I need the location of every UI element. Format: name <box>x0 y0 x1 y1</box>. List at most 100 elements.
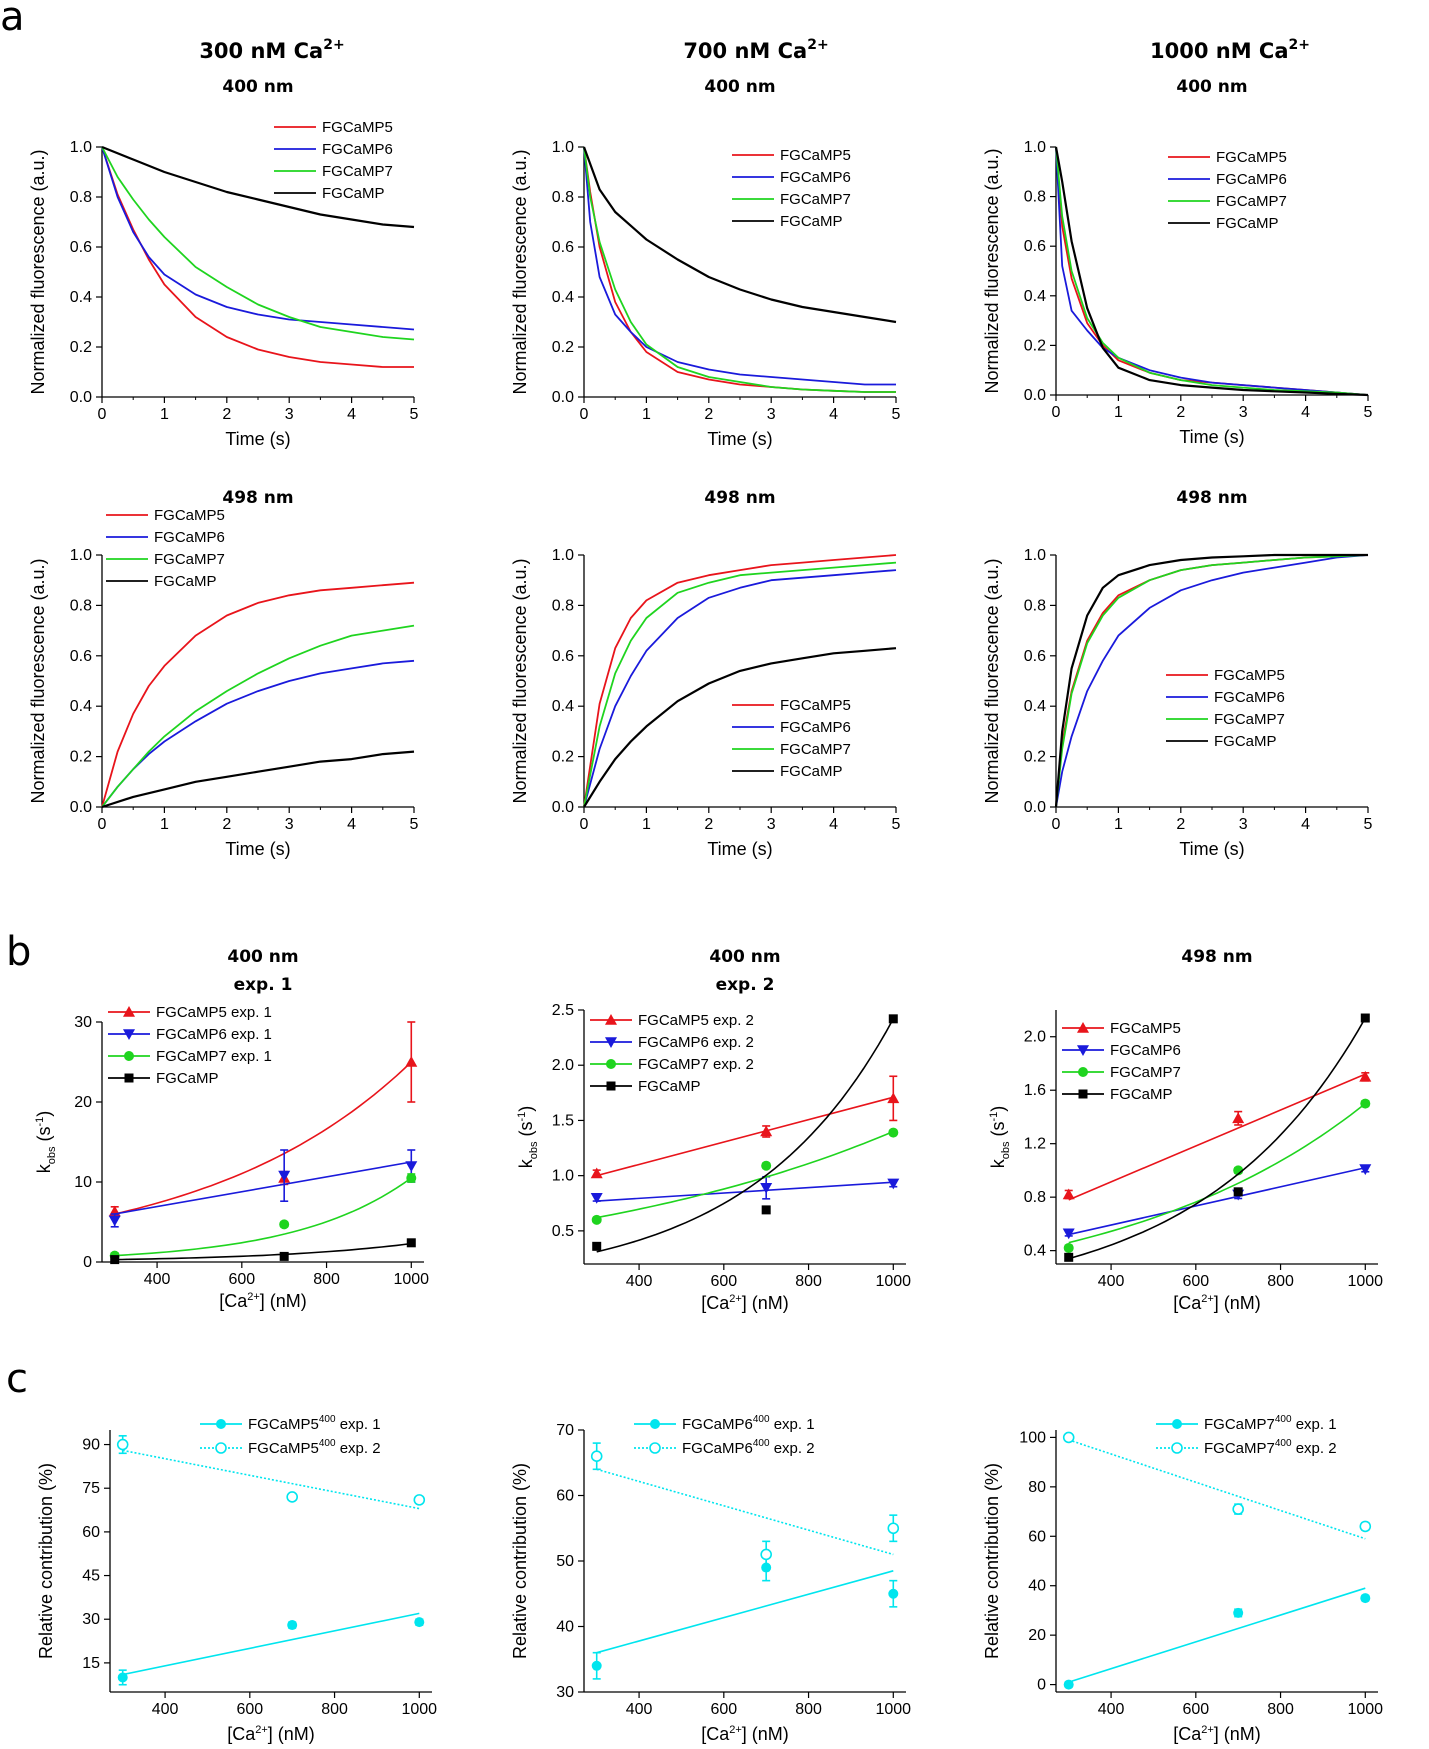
x-axis-label: [Ca2+] (nM) <box>701 1724 789 1744</box>
series-line <box>583 561 897 808</box>
chart-a3: 400 nm 0 1 2 3 4 5 0.0 0.2 0.4 0.6 0.8 1.0 Time (s) No… <box>982 77 1373 447</box>
series-fgcamp6-exp-1 <box>591 1553 899 1680</box>
legend-label: FGCaMP6 <box>780 169 851 186</box>
series-fgcamp <box>1054 553 1368 808</box>
y-tick-label: 0.4 <box>70 289 92 306</box>
x-tick-label: 0 <box>1052 816 1061 833</box>
y-tick-label: 0 <box>1037 1677 1046 1694</box>
y-tick-label: 75 <box>82 1480 100 1497</box>
x-tick-label: 3 <box>285 406 294 423</box>
legend-label: FGCaMP <box>1214 733 1277 750</box>
series-fgcamp5-exp-2 <box>116 1435 426 1510</box>
legend-label: FGCaMP6 <box>1216 171 1287 188</box>
y-tick-label: 20 <box>1028 1627 1046 1644</box>
data-point <box>591 1214 602 1225</box>
fit-line <box>596 1096 894 1177</box>
y-tick-label: 0.6 <box>1024 648 1046 665</box>
y-axis-label: Normalized fluorescence (a.u.) <box>510 149 530 394</box>
x-tick-label: 400 <box>1098 1273 1125 1290</box>
y-tick-label: 100 <box>1019 1429 1046 1446</box>
chart-b1: 400 nm exp. 1 400 600 800 1000 0 10 20 30 [Ca2+] (… <box>34 947 429 1311</box>
x-tick-label: 3 <box>285 816 294 833</box>
y-tick-label: 0.4 <box>1024 1243 1046 1260</box>
legend-label: FGCaMP6 <box>780 719 851 736</box>
chart-subtitle: exp. 1 <box>234 975 293 995</box>
x-tick-label: 600 <box>228 1271 255 1288</box>
legend-label: FGCaMP <box>780 763 843 780</box>
y-tick-label: 0.0 <box>70 389 92 406</box>
x-tick-label: 800 <box>795 1273 822 1290</box>
fit-line <box>1068 1017 1366 1260</box>
chart-title: 498 nm <box>1176 488 1247 508</box>
series-fgcamp7 <box>101 146 415 341</box>
y-tick-label: 1.0 <box>552 139 574 156</box>
series-fgcamp <box>1054 146 1369 397</box>
x-tick-label: 400 <box>144 1271 171 1288</box>
legend-marker <box>215 1442 227 1454</box>
x-axis-label: Time (s) <box>1179 839 1244 859</box>
y-tick-label: 2.0 <box>552 1057 574 1074</box>
series-fgcamp5-exp-1 <box>117 1612 425 1686</box>
x-tick-label: 2 <box>704 406 713 423</box>
series-line <box>1054 146 1369 397</box>
x-tick-label: 5 <box>410 406 419 423</box>
series-line <box>583 569 897 808</box>
data-point <box>286 1491 298 1503</box>
chart-c1: 400 600 800 1000 15 30 45 60 75 90 [Ca2+] (nM) Rela… <box>36 1414 437 1744</box>
series-line <box>582 146 897 324</box>
y-axis-label: kobs (s-1) <box>988 1106 1012 1169</box>
y-tick-label: 0.8 <box>552 597 574 614</box>
series-fgcamp5-exp-1 <box>108 1021 418 1218</box>
x-tick-label: 600 <box>710 1701 737 1718</box>
fit-line <box>1068 1073 1366 1201</box>
y-tick-label: 0.2 <box>1024 749 1046 766</box>
series-fgcamp <box>101 750 415 809</box>
data-point <box>887 1522 900 1535</box>
legend-marker <box>650 1419 660 1429</box>
legend-label: FGCaMP7 exp. 2 <box>638 1056 754 1073</box>
chart-subtitle: exp. 2 <box>716 975 775 995</box>
series-fgcamp <box>1064 1013 1370 1262</box>
legend: FGCaMP5 FGCaMP6 FGCaMP7 FGCaMP <box>106 507 225 590</box>
x-tick-label: 3 <box>1239 816 1248 833</box>
series-line <box>1055 554 1369 808</box>
legend-label: FGCaMP5 <box>780 697 851 714</box>
x-tick-label: 4 <box>829 816 838 833</box>
y-tick-label: 90 <box>82 1437 100 1454</box>
x-axis-label: Time (s) <box>707 839 772 859</box>
legend-label: FGCaMP7 <box>780 741 851 758</box>
legend-label: FGCaMP5 <box>1110 1020 1181 1037</box>
x-tick-label: 1000 <box>401 1701 437 1718</box>
data-point <box>760 1183 773 1194</box>
series-fgcamp5 <box>1055 554 1369 808</box>
series-fgcamp7 <box>583 146 896 393</box>
series-line <box>1054 553 1368 808</box>
x-tick-label: 4 <box>347 816 356 833</box>
series-fgcamp <box>101 145 415 229</box>
panel-letter-a: a <box>0 0 25 40</box>
data-point <box>287 1620 298 1631</box>
y-tick-label: 0.2 <box>70 749 92 766</box>
y-tick-label: 0.4 <box>1024 288 1046 305</box>
series-line <box>1055 146 1369 396</box>
legend-label: FGCaMP6 <box>322 141 393 158</box>
y-tick-label: 1.0 <box>1024 139 1046 156</box>
series-line <box>101 146 415 331</box>
x-tick-label: 5 <box>892 816 901 833</box>
data-point <box>1062 1228 1075 1240</box>
series-line <box>101 624 415 808</box>
y-tick-label: 0.6 <box>70 648 92 665</box>
legend-label: FGCaMP6 <box>1214 689 1285 706</box>
legend-marker <box>1078 1067 1088 1077</box>
data-point <box>1232 1503 1244 1515</box>
x-tick-label: 1000 <box>1347 1701 1383 1718</box>
x-tick-label: 0 <box>98 816 107 833</box>
x-tick-label: 3 <box>1239 404 1248 421</box>
x-tick-label: 600 <box>710 1273 737 1290</box>
y-tick-label: 60 <box>1028 1528 1046 1545</box>
data-point <box>590 1167 603 1179</box>
data-point <box>592 1241 602 1251</box>
chart-a2: 400 nm 0 1 2 3 4 5 0.0 0.2 0.4 0.6 0.8 1.0 Time (s) No… <box>510 77 901 449</box>
legend-marker <box>606 1081 616 1091</box>
series-fgcamp6 <box>583 569 897 808</box>
